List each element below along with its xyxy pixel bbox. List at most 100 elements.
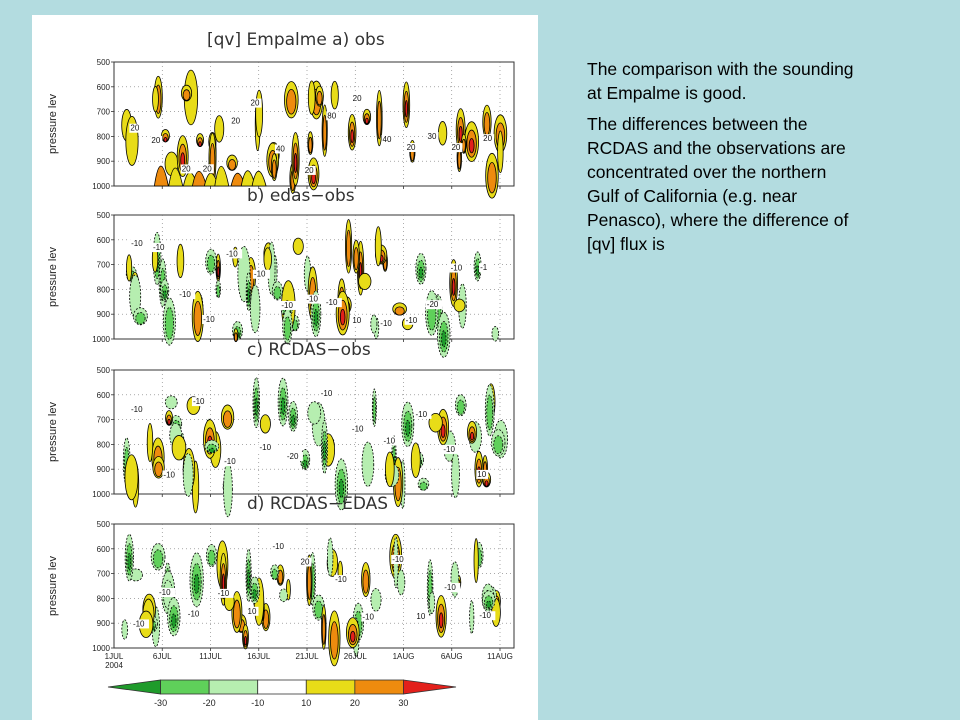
panel-1: [qv] Empalme a) obs pressure lev 500 600 700… [47, 30, 515, 199]
colorbar-label: 10 [301, 698, 311, 708]
positive-contour [154, 461, 163, 478]
y-tick-label: 1000 [92, 490, 110, 499]
contour-label: -10 [193, 397, 205, 406]
positive-contour [216, 266, 220, 278]
positive-contour [358, 272, 372, 290]
negative-contour [171, 613, 177, 629]
contour-label: -10 [153, 243, 165, 252]
positive-contour [376, 100, 382, 140]
positive-contour [126, 254, 133, 282]
negative-contour [162, 289, 167, 299]
positive-contour [234, 332, 238, 342]
y-tick-label: 900 [97, 157, 111, 166]
y-axis-label: pressure lev [47, 402, 59, 462]
positive-contour [307, 80, 316, 115]
positive-contour [346, 229, 352, 267]
negative-contour [206, 254, 216, 273]
positive-contour [453, 298, 466, 313]
y-tick-label: 600 [97, 391, 111, 400]
negative-contour [216, 284, 221, 298]
contour-label: -10 [451, 264, 463, 273]
contour-label-bg [361, 612, 379, 622]
contour-label: -10 [254, 270, 266, 279]
negative-contour [283, 316, 292, 341]
negative-contour [456, 399, 465, 415]
y-axis-label: pressure lev [47, 556, 59, 616]
negative-contour [291, 414, 296, 427]
contour-label-bg [280, 300, 298, 310]
positive-contour [451, 278, 456, 296]
y-axis-label: pressure lev [47, 94, 59, 154]
negative-contour [491, 326, 500, 342]
positive-contour [322, 114, 327, 151]
y-tick-label: 700 [97, 416, 111, 425]
colorbar-segment [208, 679, 259, 695]
y-tick-label: 900 [97, 619, 111, 628]
y-tick-label: 600 [97, 83, 111, 92]
y-tick-label: 500 [97, 520, 111, 529]
contour-label: 20 [483, 134, 492, 143]
contour-label-bg [305, 294, 323, 304]
negative-contour [280, 397, 286, 416]
contour-label-bg [131, 619, 149, 629]
paragraph-1: The comparison with the sounding at Empa… [587, 59, 854, 103]
colorbar-label: -10 [251, 698, 264, 708]
negative-contour [152, 549, 164, 569]
contour-label: -10 [131, 239, 143, 248]
contour-label: 20 [301, 557, 310, 566]
contour-label-bg [476, 469, 489, 479]
contour-label: -10 [281, 301, 293, 310]
positive-contour [404, 100, 408, 118]
colorbar-segment [160, 679, 210, 695]
y-tick-label: 500 [97, 366, 111, 375]
contour-label-bg [482, 134, 495, 144]
negative-contour [441, 330, 447, 348]
contour-label: -10 [380, 319, 392, 328]
negative-contour [279, 588, 288, 603]
colorbar-label: -30 [154, 698, 167, 708]
y-tick-label: 700 [97, 570, 111, 579]
contour-label-bg [405, 142, 418, 152]
positive-contour [222, 410, 233, 428]
positive-contour [385, 451, 395, 487]
contour-label: -10 [444, 583, 456, 592]
contour-label-bg [478, 611, 496, 621]
contour-label-bg [249, 98, 262, 108]
paragraph-2: The differences between the RCDAS and th… [587, 114, 849, 254]
negative-contour [405, 419, 411, 437]
contour-label-bg [450, 143, 463, 153]
negative-contour [486, 394, 494, 431]
negative-contour [372, 396, 377, 423]
positive-contour [330, 621, 339, 660]
positive-contour [244, 635, 247, 646]
contour-label-bg [350, 424, 368, 434]
y-tick-label: 500 [97, 211, 111, 220]
contour-label-bg [186, 609, 204, 619]
positive-contour [339, 308, 346, 326]
y-tick-label: 600 [97, 545, 111, 554]
contour-label-bg [271, 541, 289, 551]
contour-label: -10 [133, 619, 145, 628]
contour-label-bg [442, 444, 460, 454]
contour-label: -10 [218, 589, 230, 598]
y-tick-label: 1000 [92, 644, 110, 653]
contour-label-bg [443, 583, 461, 593]
contour-label: -10 [479, 611, 491, 620]
positive-contour [365, 117, 369, 125]
positive-contour [193, 300, 202, 336]
contour-label: 20 [130, 124, 139, 133]
contour-label: 30 [428, 132, 437, 141]
contour-label-bg [379, 319, 397, 329]
contour-label: 10 [416, 612, 425, 621]
positive-contour [410, 442, 421, 478]
positive-contour [124, 454, 139, 501]
contour-label-bg [319, 389, 337, 399]
colorbar-segment [107, 679, 161, 695]
positive-contour [473, 538, 479, 584]
colorbar-segment [403, 679, 457, 695]
contour-label: -10 [163, 470, 175, 479]
negative-contour [164, 395, 178, 410]
contour-label-bg [258, 442, 276, 452]
x-tick-label: 6AUG [441, 652, 463, 661]
positive-contour [497, 130, 504, 174]
